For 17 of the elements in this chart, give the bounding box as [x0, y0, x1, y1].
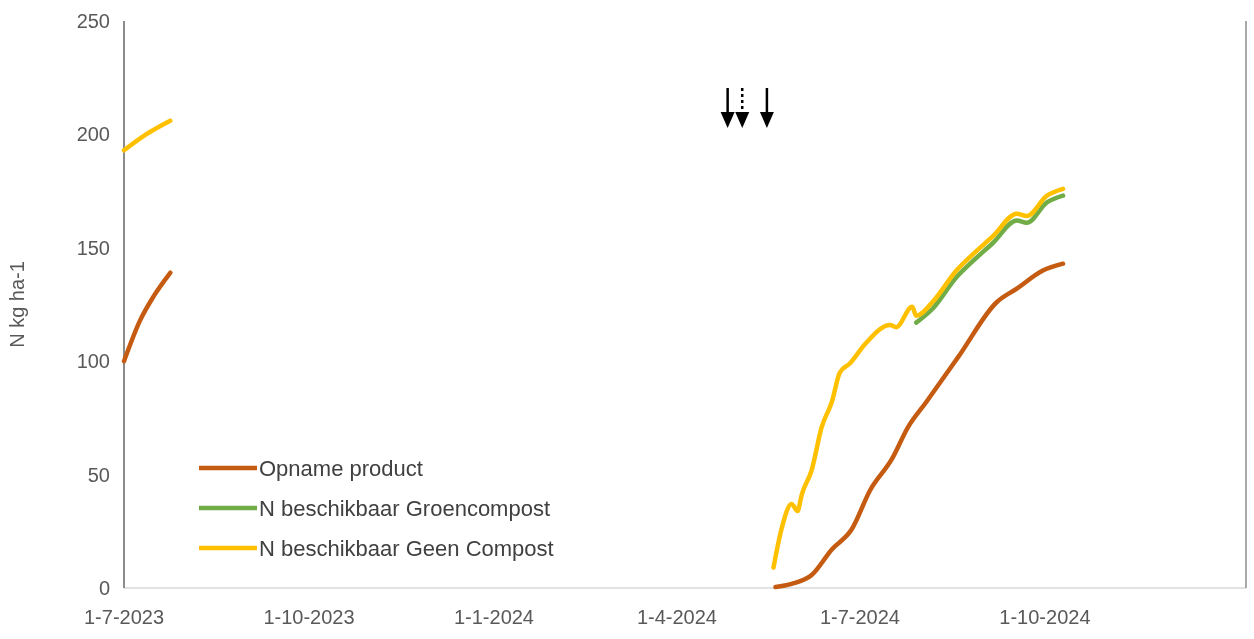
y-tick-label: 150: [76, 236, 110, 259]
y-tick-label: 0: [98, 577, 110, 599]
x-tick-label: 1-10-2023: [263, 606, 355, 628]
y-tick-label: 200: [76, 123, 110, 146]
x-tick-label: 1-1-2024: [453, 606, 535, 628]
x-tick-label: 1-4-2024: [636, 606, 717, 628]
legend-label: Opname product: [259, 455, 423, 481]
y-tick-label: 100: [76, 350, 110, 373]
x-tick-label: 1-10-2024: [999, 606, 1091, 628]
line-series: [913, 193, 1066, 325]
x-tick-label: 1-7-2024: [819, 606, 900, 628]
legend-label: N beschikbaar Geen Compost: [259, 535, 554, 561]
y-tick-label: 50: [87, 463, 110, 486]
legend-label: N beschikbaar Groencompost: [259, 495, 551, 521]
y-axis-title: N kg ha-1: [6, 261, 28, 348]
y-tick-label: 250: [76, 10, 110, 32]
x-tick-label: 1-7-2023: [83, 606, 165, 628]
